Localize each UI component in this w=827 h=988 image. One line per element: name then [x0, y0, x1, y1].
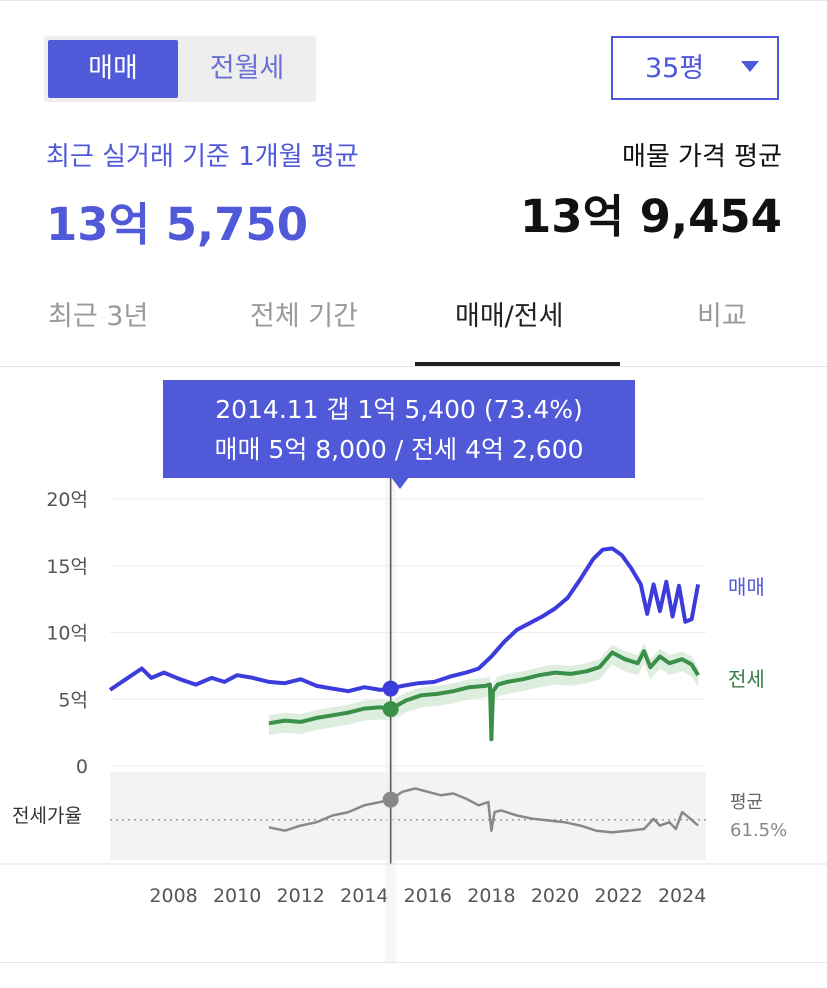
recent-trade-label: 최근 실거래 기준 1개월 평균: [46, 142, 359, 172]
x-tick-label: 2020: [531, 885, 579, 907]
y-tick-label: 20억: [46, 489, 88, 511]
ratio-avg-value: 61.5%: [730, 820, 787, 841]
x-tick-label: 2024: [658, 885, 706, 907]
x-tick-label: 2008: [149, 885, 197, 907]
y-tick-label: 15억: [46, 556, 88, 578]
ratio-highlight-dot: [382, 791, 399, 808]
x-tick-label: 2012: [277, 885, 325, 907]
jeonse-highlight-dot: [382, 701, 399, 718]
x-tick-label: 2016: [404, 885, 452, 907]
sale-series-line: [108, 546, 701, 694]
recent-trade-price: 13억 5,750: [46, 198, 309, 251]
sale-highlight-dot: [382, 680, 399, 697]
tooltip-gap-line: 2014.11 갭 1억 5,400 (73.4%): [215, 395, 583, 424]
jeonse-series-label: 전세: [728, 667, 765, 691]
x-tick-label: 2018: [467, 885, 515, 907]
area-select[interactable]: 35평: [611, 36, 779, 100]
x-tick-label: 2014: [340, 885, 388, 907]
x-tick-label: 2010: [213, 885, 261, 907]
y-tick-label: 5억: [58, 689, 88, 711]
tab-all-period[interactable]: 전체 기간: [250, 301, 358, 332]
jeonse-range-area: [268, 643, 699, 752]
caret-down-icon: [741, 61, 759, 72]
trade-type-toggle: 매매 전월세: [44, 36, 316, 102]
ratio-label: 전세가율: [12, 805, 82, 827]
listing-avg-price: 13억 9,454: [519, 190, 782, 243]
rent-toggle-button[interactable]: 전월세: [209, 53, 285, 84]
sale-series-label: 매매: [728, 575, 765, 599]
price-chart[interactable]: 20억 15억 10억 5억 0 2008 2010 2012 2014 2016 2018 2020…: [0, 478, 827, 962]
jeonse-series-line: [268, 649, 700, 742]
area-select-value: 35평: [645, 53, 705, 84]
top-border: [0, 0, 827, 1]
ratio-avg-label: 평균: [730, 792, 763, 813]
tab-recent-3y[interactable]: 최근 3년: [48, 301, 149, 332]
bottom-border: [0, 962, 827, 963]
sale-toggle-button[interactable]: 매매: [48, 40, 178, 98]
tooltip-price-line: 매매 5억 8,000 / 전세 4억 2,600: [214, 435, 584, 464]
tab-sale-jeonse[interactable]: 매매/전세: [455, 301, 564, 332]
tab-compare[interactable]: 비교: [697, 301, 747, 332]
tab-divider: [0, 366, 827, 367]
x-tick-label: 2022: [594, 885, 642, 907]
tooltip-arrow: [391, 477, 409, 489]
chart-tooltip: 2014.11 갭 1억 5,400 (73.4%) 매매 5억 8,000 /…: [163, 380, 635, 478]
y-tick-label: 0: [76, 756, 88, 778]
ratio-panel-bg: [110, 772, 706, 860]
ratio-series-line: [268, 787, 699, 834]
active-tab-indicator: [415, 362, 620, 366]
y-tick-label: 10억: [46, 623, 88, 645]
listing-avg-label: 매물 가격 평균: [621, 142, 782, 172]
